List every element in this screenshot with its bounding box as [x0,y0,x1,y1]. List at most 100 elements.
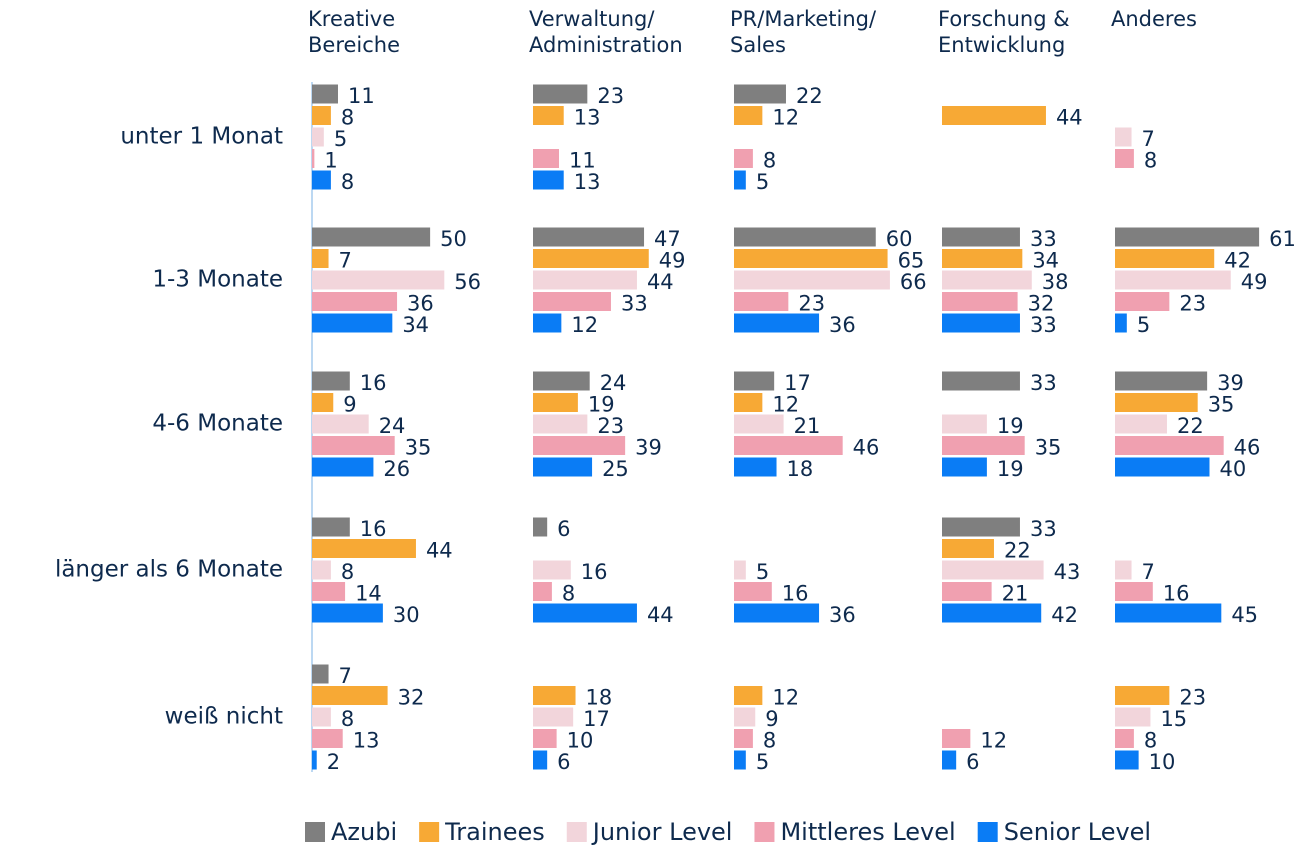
value-label: 22 [1177,414,1204,438]
value-label: 1 [324,149,337,173]
value-label: 8 [763,729,776,753]
bar [533,84,588,104]
bar [533,292,611,311]
value-label: 32 [398,686,425,710]
value-label: 25 [602,457,629,481]
value-label: 47 [654,227,681,251]
value-label: 23 [1179,686,1206,710]
legend-swatch [754,822,775,842]
value-label: 23 [1179,292,1206,316]
bar [1115,127,1132,147]
bar [533,686,576,705]
value-label: 43 [1054,560,1081,584]
bar [1115,414,1167,434]
bar [533,313,562,333]
bar [533,106,564,125]
value-label: 49 [659,249,686,273]
value-label: 22 [1004,539,1031,563]
bar [734,227,876,247]
value-label: 12 [772,106,799,130]
bar [312,84,338,104]
value-label: 12 [571,313,598,337]
value-label: 7 [339,664,352,688]
value-label: 5 [334,127,347,151]
bar [1115,227,1260,247]
bar [312,127,324,147]
panel-title: Kreative Bereiche [308,7,400,57]
bar [734,457,777,477]
value-label: 44 [1056,106,1083,130]
bar [734,292,789,311]
bar [533,436,626,455]
bar [734,560,746,580]
bar [942,292,1018,311]
bar [312,170,331,190]
bar [1115,149,1134,168]
value-label: 7 [1142,127,1155,151]
legend-label: Mittleres Level [780,818,955,845]
bar [533,249,649,268]
value-label: 35 [1035,436,1062,460]
value-label: 33 [1030,517,1057,541]
bar [1115,457,1210,477]
legend-swatch [419,822,440,842]
value-label: 9 [343,393,356,417]
value-label: 14 [355,582,382,606]
value-label: 9 [765,707,778,731]
value-label: 8 [1144,149,1157,173]
bar [533,270,637,290]
bar [312,149,315,168]
panel-title: Verwaltung/Administration [529,7,683,57]
value-label: 36 [407,292,434,316]
value-label: 5 [1137,313,1150,337]
bar [533,603,637,623]
value-label: 36 [829,603,856,627]
value-label: 33 [1030,313,1057,337]
value-label: 16 [581,560,608,584]
bar [312,750,317,770]
bar [312,249,329,268]
value-label: 44 [647,270,674,294]
value-label: 33 [1030,227,1057,251]
bar [312,106,331,125]
bar [312,664,329,684]
bar [942,270,1032,290]
value-label: 24 [600,371,627,395]
bar [734,106,763,125]
bar [533,414,588,434]
value-label: 40 [1220,457,1247,481]
legend-label: Senior Level [1004,818,1151,845]
value-label: 16 [782,582,809,606]
value-label: 10 [567,729,594,753]
value-label: 19 [588,393,615,417]
bar [734,149,753,168]
bar [734,686,763,705]
legend-swatch [566,822,587,842]
value-label: 32 [1028,292,1055,316]
bar [533,560,571,580]
panel-title: Anderes [1111,7,1197,31]
value-label: 5 [756,560,769,584]
bar [1115,750,1139,770]
bar [312,457,374,477]
value-label: 6 [557,750,570,774]
value-label: 66 [900,270,927,294]
value-label: 7 [339,249,352,273]
value-label: 2 [327,750,340,774]
bar [942,436,1025,455]
legend-swatch [977,822,998,842]
bar [942,106,1046,125]
value-label: 16 [360,371,387,395]
bar [734,393,763,412]
value-label: 46 [853,436,880,460]
value-label: 17 [784,371,811,395]
value-label: 46 [1234,436,1261,460]
bar [942,539,994,558]
value-label: 16 [1163,582,1190,606]
bar [312,686,388,705]
value-label: 5 [756,750,769,774]
value-label: 38 [1042,270,1069,294]
bar [1115,686,1170,705]
bar [533,750,548,770]
value-label: 44 [426,539,453,563]
